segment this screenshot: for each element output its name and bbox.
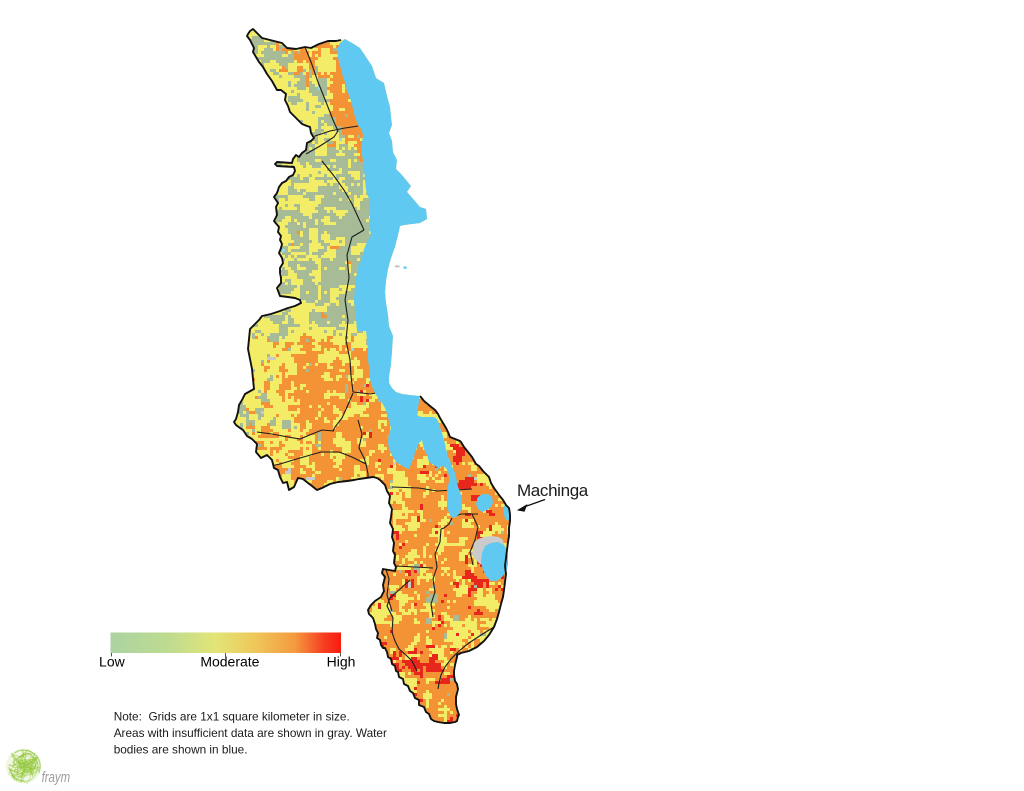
svg-text:Moderate: Moderate: [200, 654, 259, 670]
svg-text:bodies are shown in blue.: bodies are shown in blue.: [114, 743, 248, 757]
svg-text:Areas with insufficient data a: Areas with insufficient data are shown i…: [114, 726, 387, 740]
svg-text:Low: Low: [99, 654, 126, 670]
svg-text:Note: Grids are 1x1 square ki: Note: Grids are 1x1 square kilometer in …: [114, 710, 350, 724]
svg-text:High: High: [327, 654, 356, 670]
svg-text:Machinga: Machinga: [517, 481, 589, 500]
svg-text:fraym: fraym: [42, 770, 71, 786]
